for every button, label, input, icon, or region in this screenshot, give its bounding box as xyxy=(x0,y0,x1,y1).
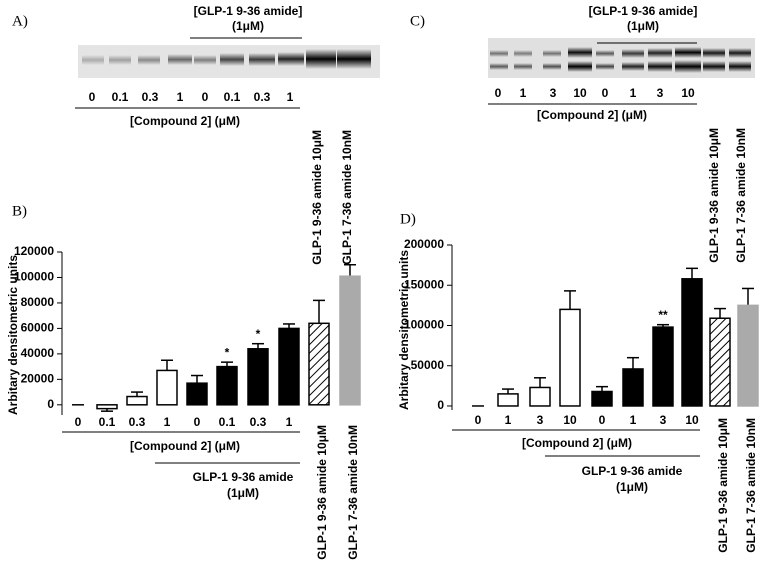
bar xyxy=(308,322,330,406)
x-tick-label: 1 xyxy=(286,415,293,429)
panel-label: D) xyxy=(400,211,416,227)
control-label: GLP-1 7-36 amide 10nM xyxy=(734,128,748,263)
lane-label: 3 xyxy=(657,86,664,100)
y-tick-label: 0 xyxy=(437,398,444,412)
y-tick-label: 20000 xyxy=(21,372,55,386)
x-tick-label: GLP-1 7-36 amide 10nM xyxy=(744,418,758,553)
panel-label: B) xyxy=(12,203,27,219)
group-label: (1μM) xyxy=(616,480,648,494)
y-tick-label: 100000 xyxy=(404,318,444,332)
control-label: GLP-1 9-36 amide 10μM xyxy=(310,130,324,265)
lane-label: 3 xyxy=(550,86,557,100)
group-label: [Compound 2] (μM) xyxy=(522,436,632,450)
lane-label: 0 xyxy=(89,90,96,104)
x-tick-label: GLP-1 7-36 amide 10nM xyxy=(346,425,360,560)
bar xyxy=(247,348,269,406)
significance-label: ** xyxy=(658,308,668,322)
bracket-label: (1μM) xyxy=(232,19,264,33)
lane-label: 0.1 xyxy=(224,90,241,104)
bar xyxy=(559,308,581,407)
significance-label: * xyxy=(225,345,230,359)
bar xyxy=(497,393,519,407)
x-tick-label: 1 xyxy=(164,415,171,429)
y-tick-label: 40000 xyxy=(21,346,55,360)
lane-label: 0.3 xyxy=(254,90,271,104)
bar xyxy=(709,317,731,407)
x-tick-label: GLP-1 9-36 amide 10μM xyxy=(716,418,730,553)
y-axis-label: Arbitary densitometric units xyxy=(397,250,411,410)
x-tick-label: 0 xyxy=(475,413,482,427)
y-tick-label: 120000 xyxy=(14,244,54,258)
bar xyxy=(216,365,238,406)
lane-label: 1 xyxy=(630,86,637,100)
group-label: GLP-1 9-36 amide xyxy=(193,470,294,484)
lane-label: 10 xyxy=(681,86,695,100)
lane-label: 0 xyxy=(202,90,209,104)
lane-label: 1 xyxy=(177,90,184,104)
bar xyxy=(681,278,703,407)
x-tick-label: 0 xyxy=(194,415,201,429)
group-label: GLP-1 9-36 amide xyxy=(582,464,683,478)
control-label: GLP-1 7-36 amide 10nM xyxy=(340,130,354,265)
bracket-label: [GLP-1 9-36 amide] xyxy=(194,4,303,18)
x-tick-label: 1 xyxy=(505,413,512,427)
bar xyxy=(622,368,644,407)
lane-label: 0 xyxy=(495,86,502,100)
x-tick-label: 0.1 xyxy=(219,415,236,429)
bar xyxy=(339,275,361,406)
blot-image-c xyxy=(488,38,755,78)
x-tick-label: 0.1 xyxy=(99,415,116,429)
control-label: GLP-1 9-36 amide 10μM xyxy=(707,128,721,263)
panel-label: C) xyxy=(410,13,425,29)
lane-label: 1 xyxy=(520,86,527,100)
x-tick-label: 0.3 xyxy=(129,415,146,429)
group-label: (1μM) xyxy=(227,486,259,500)
x-tick-label: 3 xyxy=(537,413,544,427)
y-tick-label: 50000 xyxy=(411,358,445,372)
bar xyxy=(278,327,300,406)
x-tick-label: 1 xyxy=(630,413,637,427)
x-tick-label: 10 xyxy=(563,413,577,427)
x-tick-label: 0 xyxy=(599,413,606,427)
blot-image-a xyxy=(78,45,380,78)
lane-label: 0.3 xyxy=(142,90,159,104)
lane-label: 0.1 xyxy=(112,90,129,104)
bar xyxy=(529,386,551,407)
lane-label: 1 xyxy=(287,90,294,104)
y-axis-label: Arbitary densitometric units xyxy=(6,255,20,415)
bar xyxy=(186,382,208,406)
x-tick-label: 0 xyxy=(75,415,82,429)
y-tick-label: 100000 xyxy=(14,270,54,284)
y-tick-label: 0 xyxy=(47,397,54,411)
lane-label: 10 xyxy=(573,86,587,100)
x-tick-label: GLP-1 9-36 amide 10μM xyxy=(315,425,329,560)
y-tick-label: 200000 xyxy=(404,237,444,251)
x-tick-label: 3 xyxy=(660,413,667,427)
group-label: [Compound 2] (μM) xyxy=(130,439,240,453)
y-tick-label: 150000 xyxy=(404,277,444,291)
bracket-label: [GLP-1 9-36 amide] xyxy=(589,4,698,18)
significance-label: * xyxy=(256,327,261,341)
y-tick-label: 60000 xyxy=(21,321,55,335)
lane-label: 0 xyxy=(602,86,609,100)
bar xyxy=(652,326,674,407)
panel-label: A) xyxy=(12,13,28,29)
x-tick-label: 0.3 xyxy=(250,415,267,429)
bar xyxy=(591,390,613,407)
bracket-label: (1μM) xyxy=(627,19,659,33)
bar xyxy=(737,304,759,407)
bar xyxy=(96,404,118,410)
compound-label: [Compound 2] (μM) xyxy=(537,108,647,122)
bar xyxy=(126,395,148,406)
bar xyxy=(156,369,178,406)
y-tick-label: 80000 xyxy=(21,295,55,309)
x-tick-label: 10 xyxy=(685,413,699,427)
compound-label: [Compound 2] (μM) xyxy=(130,114,240,128)
